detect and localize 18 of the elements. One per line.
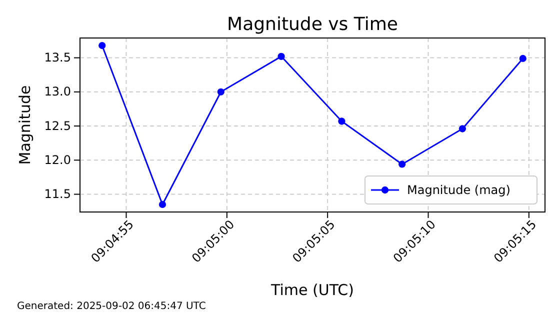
x-axis-title: Time (UTC) (270, 281, 354, 299)
y-tick-label: 12.5 (44, 118, 71, 133)
point (458, 125, 466, 132)
legend-label: Magnitude (mag) (407, 183, 510, 197)
y-axis-title: Magnitude (16, 85, 34, 165)
point (278, 52, 285, 60)
chart-title: Magnitude vs Time (227, 14, 398, 35)
y-tick-label: 11.5 (44, 187, 71, 202)
point (338, 118, 346, 125)
point (398, 160, 406, 168)
y-tick-label: 13.5 (44, 50, 71, 65)
point (519, 54, 526, 62)
y-tick-label: 12.0 (44, 152, 71, 167)
point (217, 88, 224, 96)
text: Generated: 2025-09-02 06:45:47 UTC (17, 301, 206, 312)
point (98, 42, 106, 50)
point (158, 200, 166, 208)
y-tick-label: 13.0 (44, 84, 71, 99)
